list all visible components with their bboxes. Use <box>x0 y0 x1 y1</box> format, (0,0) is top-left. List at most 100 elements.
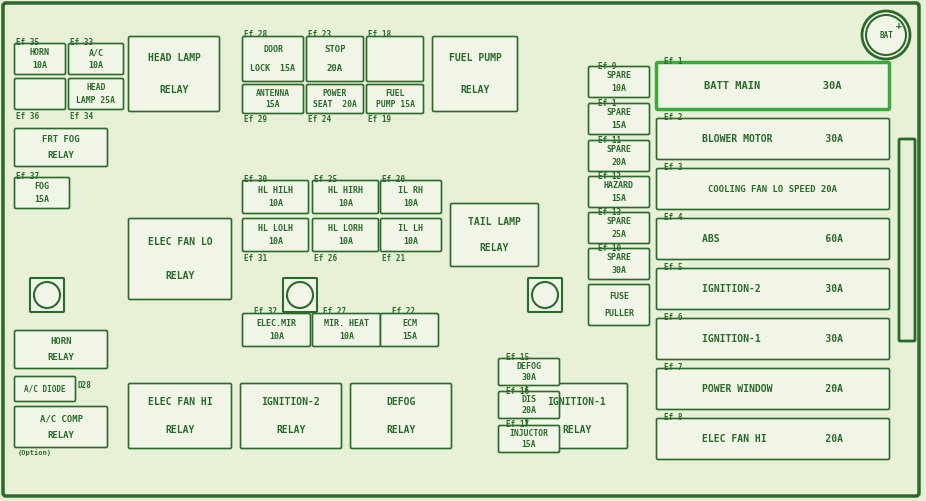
FancyBboxPatch shape <box>589 176 649 207</box>
Text: 10A: 10A <box>338 199 353 208</box>
FancyBboxPatch shape <box>3 3 919 496</box>
Text: Ef 37: Ef 37 <box>16 172 39 181</box>
Text: SEAT  20A: SEAT 20A <box>313 100 357 109</box>
Text: Ef 31: Ef 31 <box>244 254 267 263</box>
Text: Ef 20: Ef 20 <box>382 175 406 184</box>
Text: RELAY: RELAY <box>47 353 74 362</box>
Text: 25A: 25A <box>611 229 627 238</box>
FancyBboxPatch shape <box>657 418 890 459</box>
Text: Ef 30: Ef 30 <box>244 175 267 184</box>
FancyBboxPatch shape <box>381 180 442 213</box>
FancyBboxPatch shape <box>657 369 890 409</box>
Text: FUEL: FUEL <box>385 89 405 98</box>
Text: DEFOG: DEFOG <box>517 362 542 371</box>
Text: RELAY: RELAY <box>386 425 416 435</box>
Text: TAIL LAMP: TAIL LAMP <box>468 217 521 227</box>
Text: 15A: 15A <box>521 440 536 449</box>
Text: LAMP 25A: LAMP 25A <box>77 96 116 105</box>
FancyBboxPatch shape <box>312 314 381 347</box>
Text: Ef 13: Ef 13 <box>598 208 621 217</box>
Text: 30A: 30A <box>521 373 536 382</box>
Text: ELEC.MIR: ELEC.MIR <box>257 319 296 328</box>
Text: FRT FOG: FRT FOG <box>43 135 80 144</box>
Text: Ef 3: Ef 3 <box>664 163 682 172</box>
Text: DOOR: DOOR <box>263 45 283 54</box>
Text: IGNITION-1           30A: IGNITION-1 30A <box>703 334 844 344</box>
Text: Ef 16: Ef 16 <box>506 387 529 396</box>
Text: Ef 12: Ef 12 <box>598 172 621 181</box>
FancyBboxPatch shape <box>657 119 890 159</box>
Text: RELAY: RELAY <box>276 425 306 435</box>
FancyBboxPatch shape <box>527 383 628 448</box>
FancyBboxPatch shape <box>129 37 219 112</box>
FancyBboxPatch shape <box>381 314 439 347</box>
Text: HORN: HORN <box>30 48 50 57</box>
Text: SPARE: SPARE <box>607 108 632 117</box>
Text: Ef 23: Ef 23 <box>308 30 332 39</box>
Text: BATT MAIN          30A: BATT MAIN 30A <box>705 81 842 91</box>
Text: A/C COMP: A/C COMP <box>40 414 82 423</box>
FancyBboxPatch shape <box>657 269 890 310</box>
Text: Ef 6: Ef 6 <box>664 313 682 322</box>
Text: BAT: BAT <box>879 31 893 40</box>
Text: D28: D28 <box>78 381 92 390</box>
FancyBboxPatch shape <box>30 278 64 312</box>
Text: HL HIRH: HL HIRH <box>328 186 363 195</box>
Circle shape <box>34 282 60 308</box>
FancyBboxPatch shape <box>243 314 310 347</box>
Text: FOG: FOG <box>34 182 49 191</box>
FancyBboxPatch shape <box>69 79 123 110</box>
Text: RELAY: RELAY <box>166 271 194 281</box>
Circle shape <box>287 282 313 308</box>
FancyBboxPatch shape <box>243 218 308 252</box>
Text: 10A: 10A <box>338 237 353 246</box>
FancyBboxPatch shape <box>307 37 364 82</box>
Text: Ef 4: Ef 4 <box>664 213 682 222</box>
FancyBboxPatch shape <box>15 406 107 447</box>
FancyBboxPatch shape <box>69 44 123 75</box>
Circle shape <box>866 15 906 55</box>
FancyBboxPatch shape <box>15 79 66 110</box>
FancyBboxPatch shape <box>15 331 107 369</box>
FancyBboxPatch shape <box>367 37 423 82</box>
Text: MIR. HEAT: MIR. HEAT <box>324 319 369 328</box>
Text: Ef 17: Ef 17 <box>506 420 529 429</box>
Text: A/C: A/C <box>89 48 104 57</box>
Text: PUMP 15A: PUMP 15A <box>376 100 415 109</box>
Text: FUSE: FUSE <box>609 292 629 301</box>
FancyBboxPatch shape <box>243 37 304 82</box>
Text: RELAY: RELAY <box>166 425 194 435</box>
Text: 10A: 10A <box>89 61 104 70</box>
Text: SPARE: SPARE <box>607 145 632 154</box>
Text: 10A: 10A <box>269 332 284 341</box>
FancyBboxPatch shape <box>589 67 649 98</box>
Text: Ef 5: Ef 5 <box>664 263 682 272</box>
Text: Ef 32: Ef 32 <box>254 307 277 316</box>
Text: 10A: 10A <box>404 237 419 246</box>
Text: COOLING FAN LO SPEED 20A: COOLING FAN LO SPEED 20A <box>708 184 837 193</box>
FancyBboxPatch shape <box>312 218 379 252</box>
Text: 15A: 15A <box>402 332 417 341</box>
Text: Ef 33: Ef 33 <box>70 38 94 47</box>
Text: 10A: 10A <box>339 332 354 341</box>
Text: ELEC FAN LO: ELEC FAN LO <box>147 237 212 247</box>
Text: ANTENNA: ANTENNA <box>256 89 290 98</box>
Text: HL LOLH: HL LOLH <box>258 224 293 233</box>
Text: Ef 35: Ef 35 <box>16 38 39 47</box>
FancyBboxPatch shape <box>243 85 304 114</box>
Text: 20A: 20A <box>521 406 536 415</box>
Text: PULLER: PULLER <box>604 309 634 318</box>
Text: Ef 10: Ef 10 <box>598 244 621 253</box>
Text: Ef 19: Ef 19 <box>368 115 391 124</box>
Text: IGNITION-2           30A: IGNITION-2 30A <box>703 284 844 294</box>
Text: +: + <box>896 21 902 31</box>
FancyBboxPatch shape <box>381 218 442 252</box>
Text: Ef 7: Ef 7 <box>664 363 682 372</box>
Text: HEAD LAMP: HEAD LAMP <box>147 53 200 63</box>
Text: SPARE: SPARE <box>607 71 632 80</box>
Text: Ef 11: Ef 11 <box>598 136 621 145</box>
Text: STOP: STOP <box>324 45 345 54</box>
Text: 10A: 10A <box>32 61 47 70</box>
Text: 20A: 20A <box>611 158 627 167</box>
FancyBboxPatch shape <box>657 168 890 209</box>
